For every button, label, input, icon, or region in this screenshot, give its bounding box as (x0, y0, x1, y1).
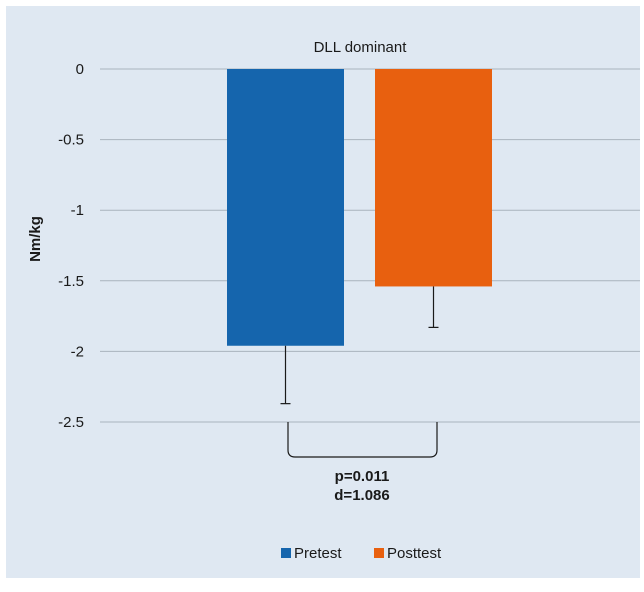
y-tick-label: -1.5 (58, 273, 84, 290)
bars (227, 69, 492, 346)
chart-frame: DLL dominant 0 -0.5 -1 -1.5 -2 -2.5 Nm/kg p=0… (6, 6, 640, 578)
y-tick-label: -0.5 (58, 132, 84, 149)
bar-pretest (227, 69, 344, 346)
y-tick-label: -1 (71, 202, 84, 219)
error-bars (280, 286, 439, 405)
legend-swatch-posttest (374, 548, 384, 558)
significance-bracket (287, 422, 438, 458)
y-tick-label: -2 (71, 343, 84, 360)
chart-svg: DLL dominant 0 -0.5 -1 -1.5 -2 -2.5 Nm/kg p=0… (27, 39, 640, 562)
significance-bracket-line (287, 422, 438, 458)
y-tick-label: 0 (76, 61, 84, 78)
bar-posttest (375, 69, 492, 287)
legend-swatch-pretest (281, 548, 291, 558)
y-axis-label: Nm/kg (27, 216, 44, 262)
grid-lines (100, 68, 640, 423)
y-axis-ticks: 0 -0.5 -1 -1.5 -2 -2.5 (58, 61, 84, 431)
legend-label-pretest: Pretest (294, 545, 342, 562)
legend-label-posttest: Posttest (387, 545, 442, 562)
p-value-label: p=0.011 (335, 468, 390, 485)
y-tick-label: -2.5 (58, 414, 84, 431)
chart-title: DLL dominant (314, 39, 408, 56)
legend: Pretest Posttest (281, 545, 442, 562)
effect-size-label: d=1.086 (334, 487, 389, 504)
